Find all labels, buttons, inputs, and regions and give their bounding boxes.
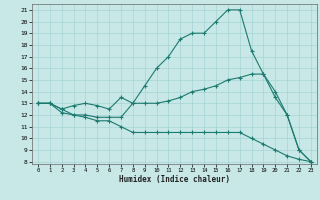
X-axis label: Humidex (Indice chaleur): Humidex (Indice chaleur) bbox=[119, 175, 230, 184]
